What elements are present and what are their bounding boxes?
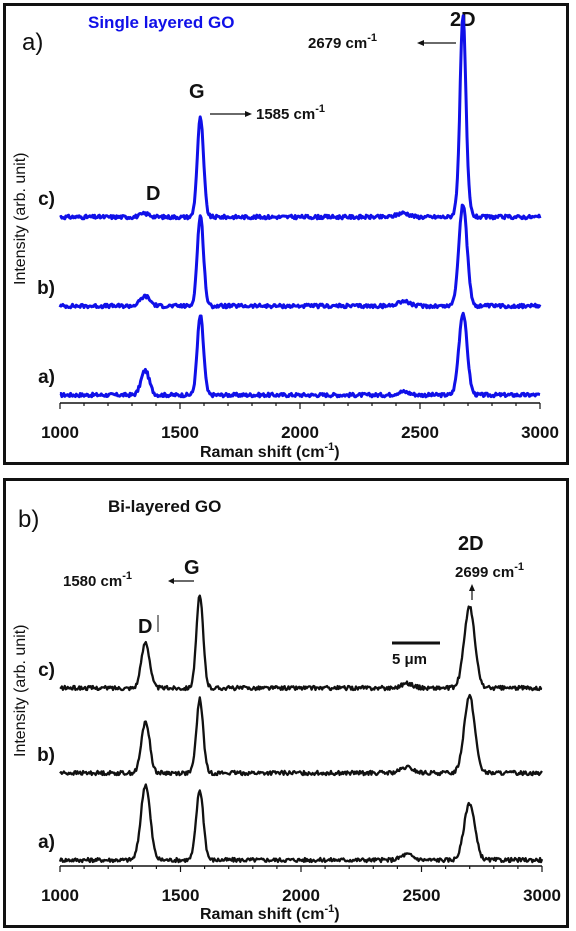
panel-b-peak-d: D xyxy=(138,616,152,638)
panel-b-arrowhead-g xyxy=(168,578,174,584)
panel-a xyxy=(3,3,569,465)
trace-label: a) xyxy=(38,367,55,388)
panel-a-title: Single layered GO xyxy=(88,13,234,32)
panel-b-scale-bar-label: 5 μm xyxy=(392,651,427,668)
panel-a-annotation-2d: 2679 cm-1 xyxy=(308,32,377,52)
spectrum-trace-a xyxy=(58,783,544,864)
trace-label: a) xyxy=(38,832,55,853)
panel-b-letter: b) xyxy=(18,506,39,533)
panel-b-ylabel: Intensity (arb. unit) xyxy=(12,625,29,758)
x-tick-label: 2500 xyxy=(401,423,439,442)
panel-a-arrowhead-g xyxy=(245,111,252,117)
panel-a-ylabel: Intensity (arb. unit) xyxy=(12,153,29,286)
spectrum-trace-c xyxy=(59,14,542,221)
trace-label: c) xyxy=(38,660,55,681)
panel-a-annotation-g: 1585 cm-1 xyxy=(256,103,325,123)
x-tick-label: 2000 xyxy=(282,886,320,905)
spectrum-trace-b xyxy=(58,203,542,310)
panel-b-xlabel: Raman shift (cm-1) xyxy=(200,903,340,923)
spectrum-trace-b xyxy=(59,693,543,777)
x-tick-label: 2500 xyxy=(403,886,441,905)
panel-a-plot: 1000 1500 2000 2500 3000 a) b) c) xyxy=(37,14,559,442)
x-tick-label: 1500 xyxy=(161,423,199,442)
x-tick-label: 1500 xyxy=(162,886,200,905)
x-tick-label: 2000 xyxy=(281,423,319,442)
panel-b xyxy=(3,478,569,928)
panel-b-peak-g: G xyxy=(184,557,200,579)
trace-label: c) xyxy=(38,189,55,210)
panel-a-peak-g: G xyxy=(189,81,205,103)
panel-a-arrowhead-2d xyxy=(417,40,424,46)
x-tick-label: 1000 xyxy=(41,886,79,905)
panel-a-letter: a) xyxy=(22,29,43,56)
x-tick-label: 3000 xyxy=(523,886,561,905)
panel-b-title: Bi-layered GO xyxy=(108,497,221,516)
x-tick-label: 3000 xyxy=(521,423,559,442)
panel-a-peak-d: D xyxy=(146,183,160,205)
panel-b-annotation-2d: 2699 cm-1 xyxy=(455,561,524,581)
panel-b-arrowhead-2d xyxy=(469,584,475,591)
trace-label: b) xyxy=(37,278,55,299)
panel-b-plot: 1000 1500 2000 2500 3000 a) b) c) xyxy=(37,594,561,905)
spectrum-trace-c xyxy=(59,594,543,692)
x-tick-label: 1000 xyxy=(41,423,79,442)
panel-b-peak-2d: 2D xyxy=(458,533,484,555)
spectrum-trace-a xyxy=(59,311,541,399)
panel-b-annotation-g: 1580 cm-1 xyxy=(63,570,132,590)
panel-a-xlabel: Raman shift (cm-1) xyxy=(200,441,340,461)
trace-label: b) xyxy=(37,745,55,766)
